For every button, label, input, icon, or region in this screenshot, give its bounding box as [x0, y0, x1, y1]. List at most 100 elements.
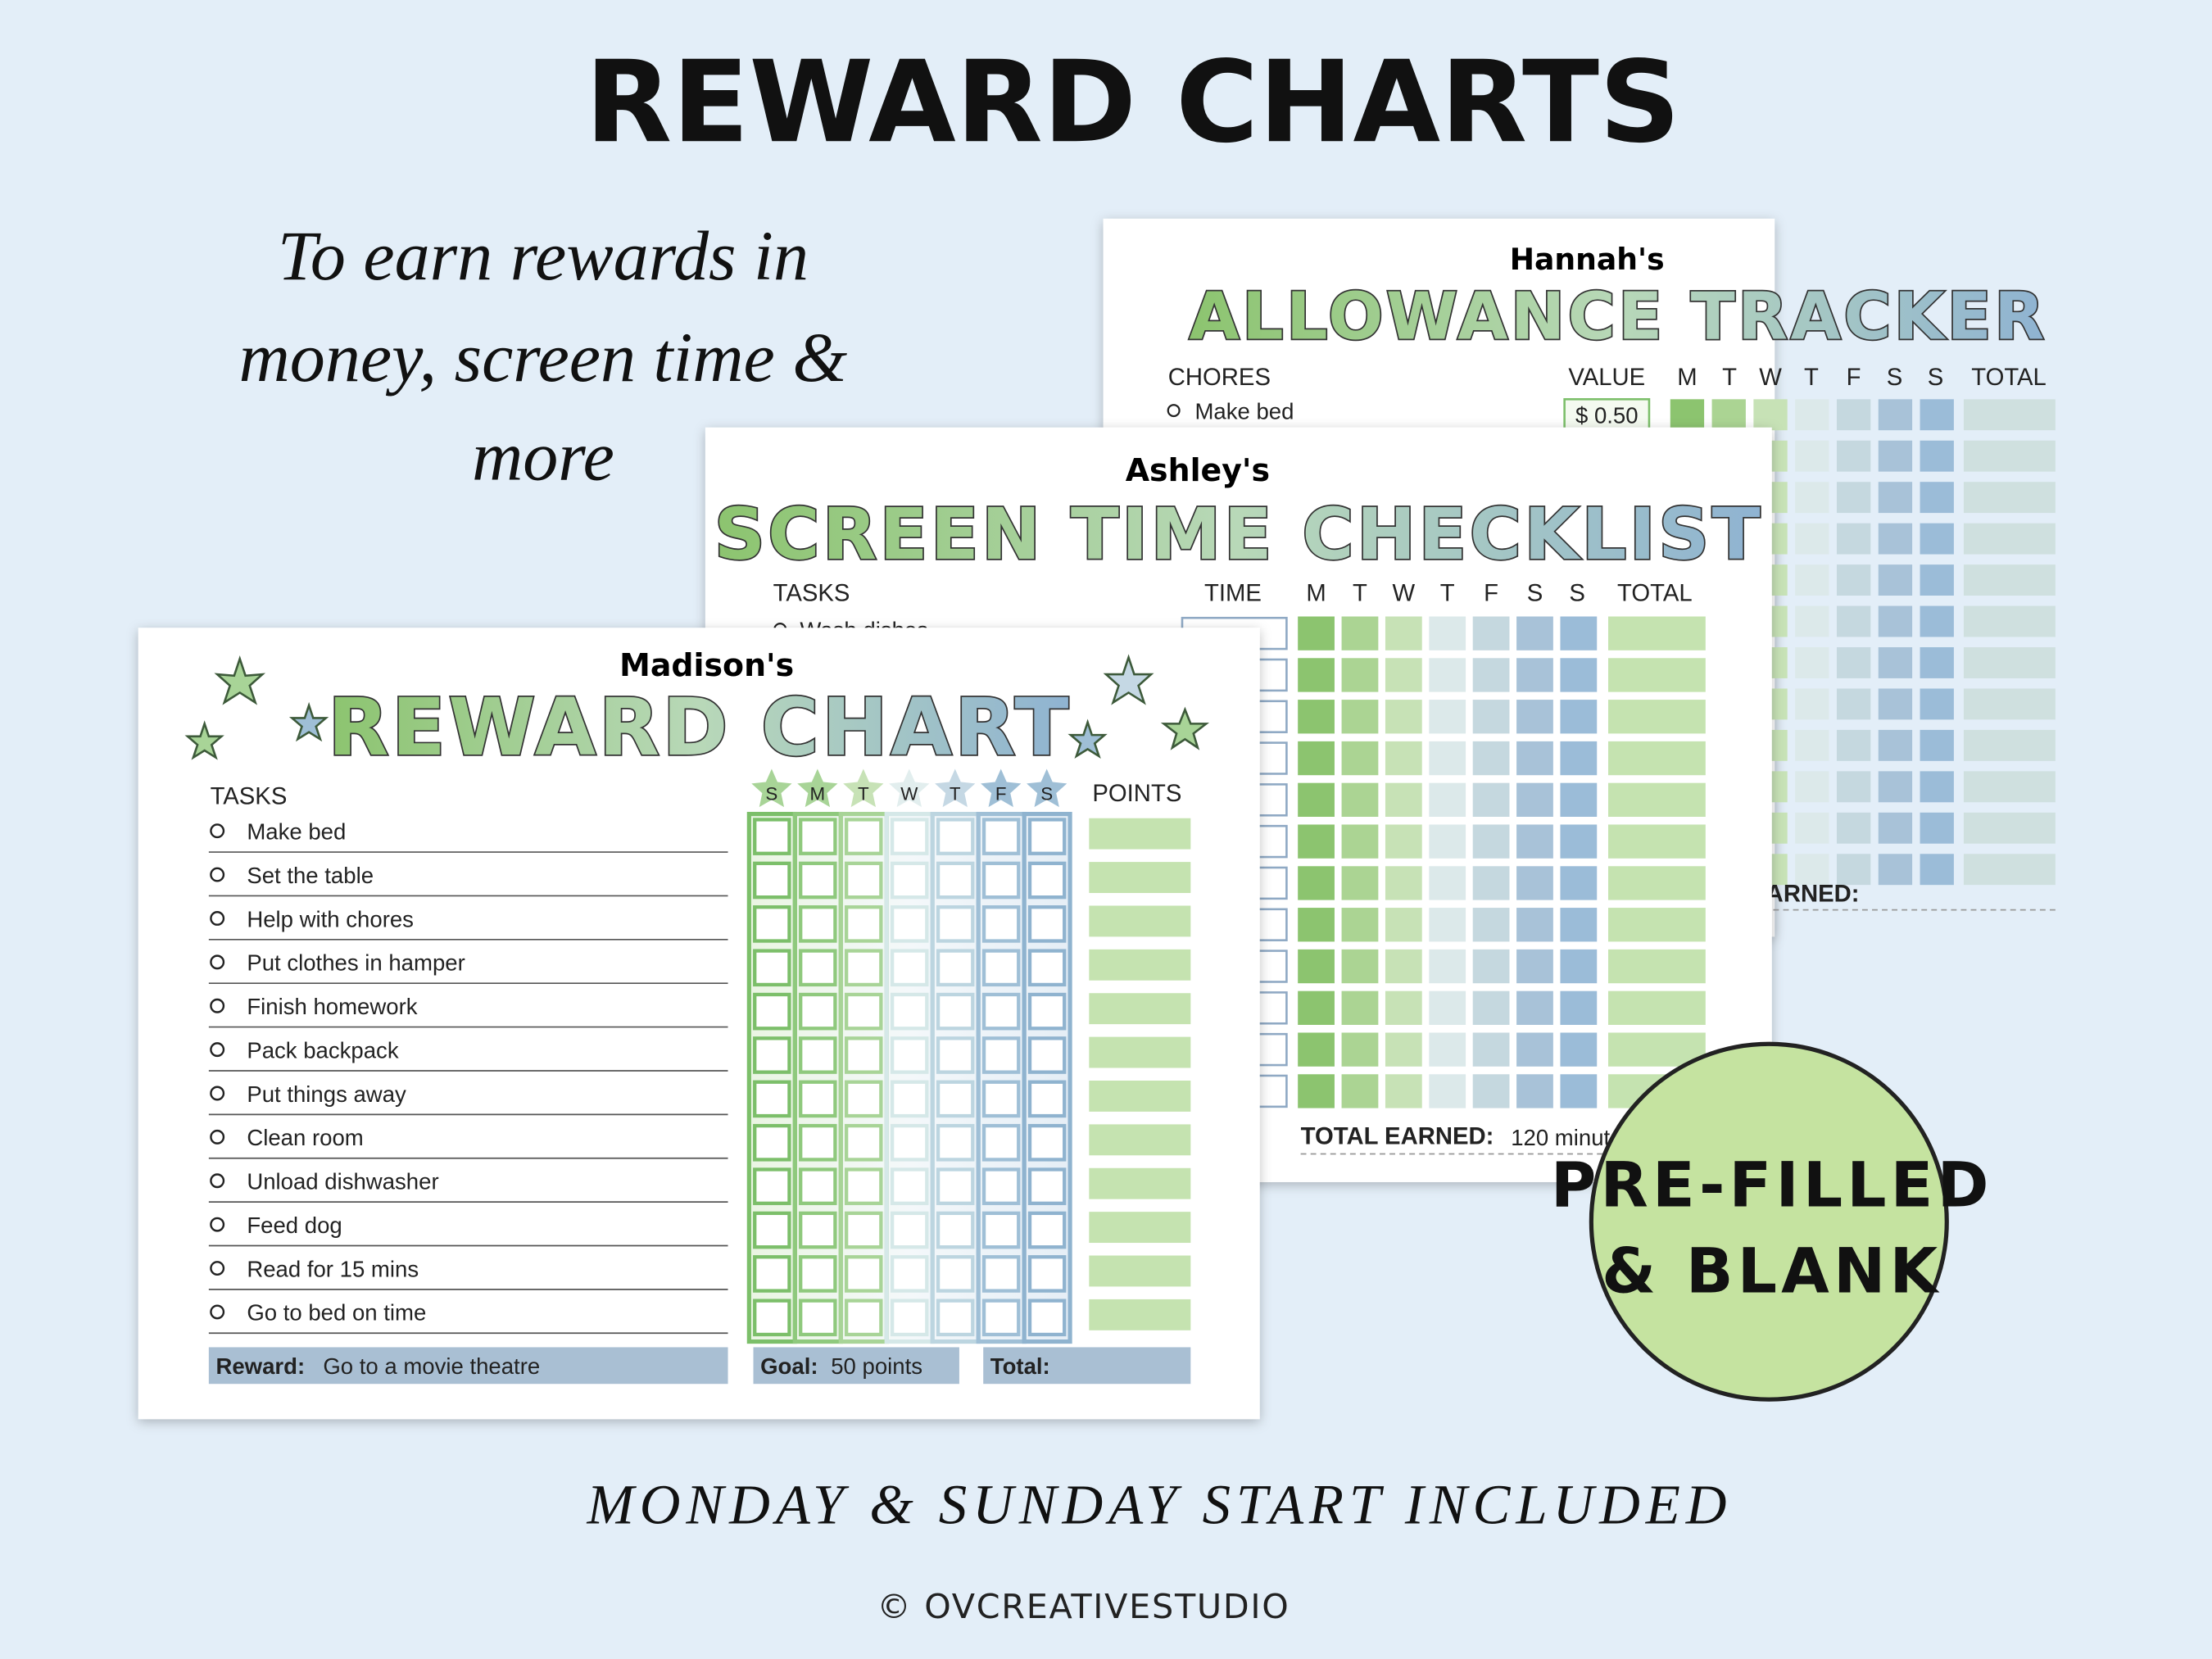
cell — [1298, 658, 1335, 692]
cell — [1027, 1255, 1067, 1293]
cell — [1795, 523, 1829, 555]
cell — [845, 1080, 883, 1118]
footer-label: TOTAL EARNED: — [1301, 1123, 1494, 1149]
cell — [845, 949, 883, 987]
tagline-line: more — [472, 416, 614, 495]
bullet — [210, 823, 225, 839]
task-label: Help with chores — [247, 906, 414, 931]
cell — [1385, 990, 1422, 1025]
cell — [1341, 866, 1379, 900]
day-label: F — [995, 783, 1007, 804]
cell — [1516, 824, 1553, 859]
cell — [845, 1167, 883, 1205]
star — [1067, 718, 1108, 759]
cell — [936, 992, 975, 1031]
sheet-name: Hannah's — [1510, 242, 1665, 277]
cell — [1341, 741, 1379, 776]
task-label: Pack backpack — [247, 1037, 398, 1063]
reward-label: Reward: — [215, 1353, 305, 1379]
cell — [1560, 990, 1598, 1025]
column-header: S — [1527, 581, 1543, 607]
cell — [1429, 949, 1466, 984]
cell — [845, 818, 883, 855]
cell — [890, 1167, 929, 1205]
cell — [799, 1255, 837, 1293]
cell — [1878, 523, 1913, 555]
cell — [1836, 564, 1871, 596]
column-header: T — [1353, 581, 1367, 607]
star — [1103, 654, 1154, 705]
column-header: S — [1569, 581, 1585, 607]
cell — [981, 818, 1021, 855]
total-cell — [1608, 866, 1706, 900]
cell — [1836, 605, 1871, 637]
cell — [1516, 866, 1553, 900]
day-star — [889, 768, 930, 808]
grid-backdrop — [747, 814, 1070, 1342]
cell — [1429, 866, 1466, 900]
cell — [1341, 782, 1379, 818]
goal-value: 50 points — [831, 1353, 922, 1379]
cell — [981, 992, 1021, 1031]
cell — [845, 1211, 883, 1249]
bullet — [210, 1129, 225, 1145]
cell — [1472, 949, 1510, 984]
reward-sheet: Madison's REWARD CHART TASKS POINTS Rewa… — [138, 628, 1260, 1420]
cell — [1298, 616, 1335, 650]
bullet — [210, 911, 225, 926]
cell — [1472, 616, 1510, 650]
cell — [1341, 949, 1379, 984]
cell — [1878, 647, 1913, 678]
cell — [799, 949, 837, 987]
day-star — [797, 768, 838, 808]
total-cell — [1963, 399, 2056, 431]
bullet — [210, 1086, 225, 1101]
total-cell — [1963, 523, 2056, 555]
points-cell — [1089, 1124, 1191, 1156]
bullet — [210, 1217, 225, 1232]
cell — [981, 861, 1021, 900]
badge-circle — [1589, 1041, 1949, 1402]
cell — [1341, 1032, 1379, 1067]
bullet — [210, 1173, 225, 1189]
decor-stars — [184, 654, 1210, 760]
task-label: Put things away — [247, 1081, 406, 1107]
column-header: W — [1393, 581, 1416, 607]
cell — [1472, 741, 1510, 776]
cell — [1560, 824, 1598, 859]
points-cell — [1089, 905, 1191, 937]
cell — [1298, 1032, 1335, 1067]
cell — [1027, 992, 1067, 1031]
cell — [799, 1123, 837, 1162]
cell — [1472, 782, 1510, 818]
cell — [1429, 908, 1466, 942]
cell — [1920, 605, 1954, 637]
day-label: T — [950, 783, 961, 804]
cell — [1836, 399, 1871, 431]
cell — [890, 992, 929, 1031]
total-cell — [1963, 854, 2056, 886]
total-cell — [1608, 949, 1706, 984]
cell — [1027, 1167, 1067, 1205]
cell — [1795, 729, 1829, 761]
cell — [1385, 949, 1422, 984]
cell — [799, 1299, 837, 1337]
cell — [1472, 866, 1510, 900]
points-cell — [1089, 818, 1191, 850]
total-cell — [1608, 616, 1706, 650]
cell — [1836, 440, 1871, 472]
cell — [936, 861, 975, 900]
cell — [981, 1299, 1021, 1337]
cell — [1472, 824, 1510, 859]
cell — [1298, 1074, 1335, 1108]
cell — [1795, 605, 1829, 637]
points-header: POINTS — [1092, 781, 1181, 807]
cell — [1836, 482, 1871, 514]
total-cell — [1963, 688, 2056, 720]
cell — [1027, 1123, 1067, 1162]
total-label: Total: — [990, 1353, 1050, 1379]
cell — [936, 818, 975, 855]
column-header: TOTAL — [1971, 365, 2047, 391]
cell — [1560, 616, 1598, 650]
